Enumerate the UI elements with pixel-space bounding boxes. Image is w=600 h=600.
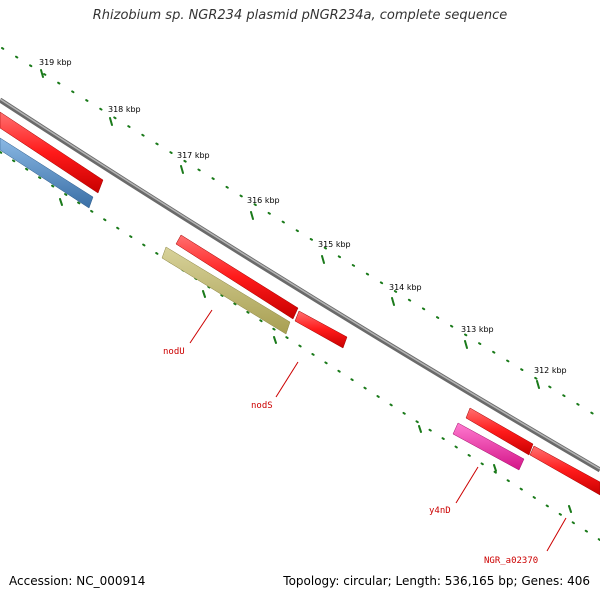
feature-red-top-left[interactable]	[0, 111, 104, 194]
leader-nodU	[189, 309, 213, 344]
feature-red-middle-short[interactable]	[294, 310, 348, 349]
label-leaders	[189, 309, 567, 552]
map-title: Rhizobium sp. NGR234 plasmid pNGR234a, c…	[92, 8, 508, 23]
tick-label-315: 315 kbp	[318, 240, 351, 249]
inner-major-tick	[568, 505, 572, 513]
inner-major-tick	[493, 464, 497, 472]
feature-nodU[interactable]	[161, 246, 291, 335]
tick-label-318: 318 kbp	[108, 105, 141, 114]
backbone-highlight	[0, 98, 600, 470]
major-tick-316	[250, 211, 254, 220]
leader-y4nD	[455, 466, 479, 504]
inner-major-tick	[59, 198, 63, 206]
outer-dotted-track	[1, 47, 600, 419]
features[interactable]	[0, 111, 600, 496]
tick-label-316: 316 kbp	[247, 196, 280, 205]
major-tick-319	[40, 69, 44, 78]
accession-text: Accession: NC_000914	[9, 574, 146, 588]
major-tick-313	[464, 340, 468, 349]
feature-red-middle[interactable]	[175, 234, 299, 320]
tick-label-314: 314 kbp	[389, 283, 422, 292]
major-tick-312	[536, 380, 540, 389]
feature-blue[interactable]	[0, 137, 94, 209]
gene-label-nodU[interactable]: nodU	[163, 347, 185, 357]
tick-label-313: 313 kbp	[461, 325, 494, 334]
leader-nodS	[275, 361, 299, 398]
major-tick-318	[109, 117, 113, 126]
inner-dotted-track	[0, 151, 600, 541]
sequence-backbone	[0, 97, 600, 473]
major-tick-317	[180, 165, 184, 174]
gene-label-y4nD[interactable]: y4nD	[429, 506, 451, 516]
tick-label-312: 312 kbp	[534, 366, 567, 375]
tick-label-319: 319 kbp	[39, 58, 72, 67]
tick-label-317: 317 kbp	[177, 151, 210, 160]
feature-red-lower[interactable]	[465, 407, 534, 456]
gene-label-nodS[interactable]: nodS	[251, 401, 273, 411]
feature-y4nD[interactable]	[452, 422, 525, 471]
gene-label-NGR-a02370[interactable]: NGR_a02370	[484, 556, 538, 566]
major-tick-314	[391, 297, 395, 306]
outer-tick-track	[1, 47, 600, 419]
feature-NGR-a02370[interactable]	[529, 445, 600, 496]
inner-major-tick	[418, 425, 422, 433]
inner-major-tick	[202, 290, 206, 298]
inner-tick-track	[0, 151, 600, 541]
leader-NGR-a02370	[546, 517, 567, 552]
kbp-labels: 319 kbp 318 kbp 317 kbp 316 kbp 315 kbp …	[39, 58, 567, 375]
gene-labels: nodU nodS y4nD NGR_a02370	[163, 347, 538, 566]
major-tick-315	[321, 255, 325, 264]
topology-summary: Topology: circular; Length: 536,165 bp; …	[283, 574, 590, 588]
inner-major-tick	[273, 336, 277, 344]
